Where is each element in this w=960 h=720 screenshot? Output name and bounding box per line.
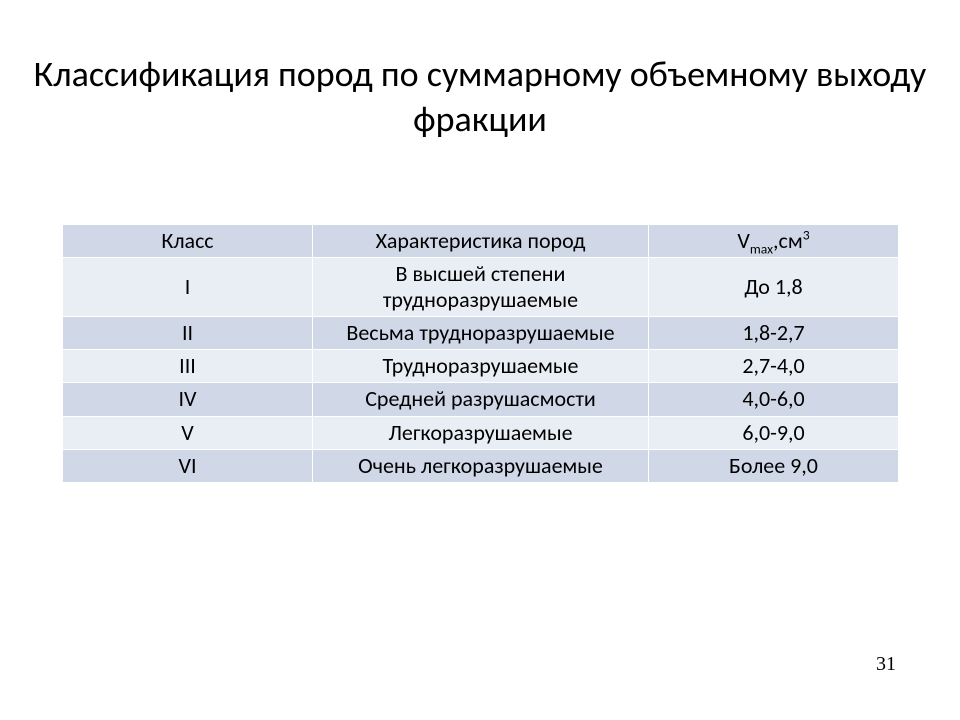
cell-value: 2,7-4,0 [649,350,899,383]
vmax-prefix: V [737,227,749,254]
cell-class: IV [63,383,313,416]
table-row: II Весьма трудноразрушаемые 1,8-2,7 [63,316,899,349]
cell-desc: Весьма трудноразрушаемые [313,316,649,349]
table-row: IV Средней разрушасмости 4,0-6,0 [63,383,899,416]
table-row: V Легкоразрушаемые 6,0-9,0 [63,416,899,449]
cell-class: VI [63,450,313,483]
slide: Классификация пород по суммарному объемн… [0,0,960,720]
table-row: I В высшей степени трудноразрушаемые До … [63,258,899,317]
cell-desc: Трудноразрушаемые [313,350,649,383]
page-number: 31 [876,653,896,676]
cell-class: II [63,316,313,349]
cell-class: V [63,416,313,449]
cell-value: До 1,8 [649,258,899,317]
vmax-mid: ,см [773,227,803,254]
col-header-vmax: Vmax,см3 [649,225,899,258]
table-row: III Трудноразрушаемые 2,7-4,0 [63,350,899,383]
table-header-row: Класс Характеристика пород Vmax,см3 [63,225,899,258]
table-body: I В высшей степени трудноразрушаемые До … [63,258,899,483]
cell-value: 6,0-9,0 [649,416,899,449]
cell-desc: Легкоразрушаемые [313,416,649,449]
cell-value: 4,0-6,0 [649,383,899,416]
cell-desc: В высшей степени трудноразрушаемые [313,258,649,317]
vmax-sup: 3 [803,227,810,244]
classification-table-wrap: Класс Характеристика пород Vmax,см3 I В … [62,224,898,483]
slide-title: Классификация пород по суммарному объемн… [0,52,960,142]
cell-value: 1,8-2,7 [649,316,899,349]
table-row: VI Очень легкоразрушаемые Более 9,0 [63,450,899,483]
cell-value: Более 9,0 [649,450,899,483]
col-header-class: Класс [63,225,313,258]
vmax-sub: max [750,240,773,257]
cell-desc: Средней разрушасмости [313,383,649,416]
cell-class: I [63,258,313,317]
col-header-characteristic: Характеристика пород [313,225,649,258]
cell-class: III [63,350,313,383]
classification-table: Класс Характеристика пород Vmax,см3 I В … [62,224,899,483]
cell-desc: Очень легкоразрушаемые [313,450,649,483]
